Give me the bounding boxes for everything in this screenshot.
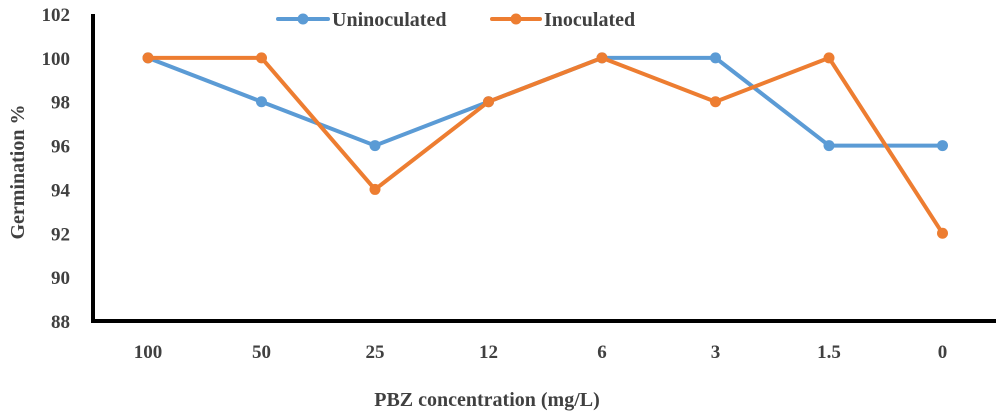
y-tick-label: 102 [42, 5, 71, 26]
x-tick-labels: 100 50 25 12 6 3 1.5 0 [134, 342, 948, 363]
y-axis-title: Germination % [7, 105, 29, 240]
y-tick-label: 96 [51, 137, 70, 158]
data-point [142, 52, 154, 64]
legend: Uninoculated Inoculated [276, 9, 635, 31]
data-point [256, 96, 267, 108]
data-point [369, 140, 381, 152]
y-tick-label: 94 [51, 180, 71, 201]
y-tick-labels: 88 90 92 94 96 98 100 102 [42, 5, 71, 333]
x-tick-label: 12 [479, 342, 498, 363]
data-point [369, 183, 381, 195]
y-tick-label: 98 [51, 93, 70, 114]
y-tick-label: 88 [51, 312, 70, 333]
data-point [937, 227, 948, 239]
x-tick-label: 50 [252, 342, 271, 363]
x-tick-label: 100 [134, 342, 163, 363]
data-point [823, 140, 835, 152]
data-point [256, 52, 267, 64]
x-tick-label: 3 [711, 342, 721, 363]
x-tick-label: 25 [366, 342, 385, 363]
data-point [483, 96, 494, 108]
series-layer [142, 52, 948, 239]
x-axis-title: PBZ concentration (mg/L) [374, 389, 600, 411]
series-inoculated [142, 52, 948, 239]
legend-item: Inoculated [490, 9, 635, 31]
y-tick-label: 90 [51, 268, 70, 289]
series-uninoculated [142, 52, 948, 152]
y-tick-label: 100 [42, 49, 71, 70]
data-point [710, 52, 721, 64]
series-line [146, 55, 945, 148]
x-tick-label: 6 [597, 342, 607, 363]
x-tick-label: 1.5 [817, 342, 841, 363]
series-line [146, 55, 945, 236]
legend-marker [510, 13, 522, 25]
legend-item: Uninoculated [276, 9, 446, 31]
data-point [823, 52, 835, 64]
legend-label: Uninoculated [332, 9, 446, 31]
data-point [710, 96, 721, 108]
data-point [596, 52, 608, 64]
x-tick-label: 0 [938, 342, 948, 363]
y-tick-label: 92 [51, 224, 70, 245]
legend-label: Inoculated [544, 9, 635, 31]
legend-marker [297, 13, 309, 25]
data-point [937, 140, 948, 152]
